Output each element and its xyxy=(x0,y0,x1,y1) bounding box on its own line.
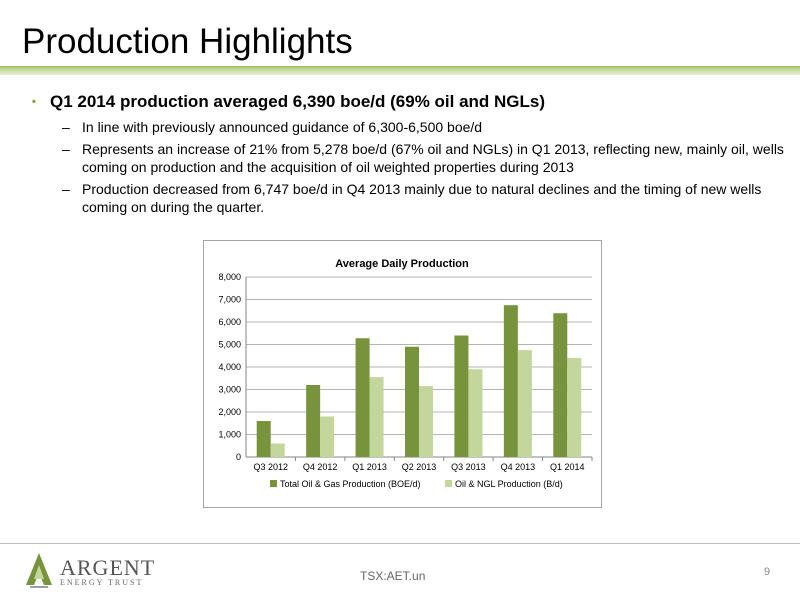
company-logo: ARGENT ENERGY TRUST xyxy=(24,551,154,591)
page-number: 9 xyxy=(764,566,771,578)
sub-bullet: – In line with previously announced guid… xyxy=(26,118,786,136)
y-tick-label: 2,000 xyxy=(218,407,241,417)
y-tick-label: 4,000 xyxy=(218,362,241,372)
x-tick-label: Q2 2013 xyxy=(402,462,437,472)
bar xyxy=(355,338,370,457)
dash-icon: – xyxy=(62,181,70,197)
y-tick-label: 1,000 xyxy=(218,430,241,440)
y-tick-label: 3,000 xyxy=(218,385,241,395)
sub-bullet-text: In line with previously announced guidan… xyxy=(82,119,483,135)
page-title: Production Highlights xyxy=(22,22,353,61)
x-tick-label: Q3 2012 xyxy=(253,462,288,472)
logo-subtitle: ENERGY TRUST xyxy=(60,578,144,587)
ticker-symbol: TSX:AET.un xyxy=(360,569,426,583)
bar xyxy=(320,416,335,457)
x-tick-label: Q3 2013 xyxy=(451,462,486,472)
main-bullet: • Q1 2014 production averaged 6,390 boe/… xyxy=(26,92,786,112)
bar xyxy=(517,350,532,457)
sub-bullet-text: Production decreased from 6,747 boe/d in… xyxy=(82,181,762,215)
legend-label: Oil & NGL Production (B/d) xyxy=(455,479,563,489)
legend-swatch xyxy=(270,480,277,487)
bullet-icon: • xyxy=(32,96,36,108)
bar xyxy=(369,377,384,457)
slide-content: • Q1 2014 production averaged 6,390 boe/… xyxy=(26,92,786,220)
bar xyxy=(503,305,518,457)
legend-label: Total Oil & Gas Production (BOE/d) xyxy=(280,479,421,489)
dash-icon: – xyxy=(62,141,70,157)
legend-swatch xyxy=(445,480,452,487)
x-tick-label: Q4 2012 xyxy=(303,462,338,472)
chart-container: Average Daily Production 0 1,000 2,000 3,00… xyxy=(203,240,602,508)
production-chart: Average Daily Production 0 1,000 2,000 3,00… xyxy=(218,258,593,489)
bar xyxy=(419,386,433,457)
sub-bullet: – Represents an increase of 21% from 5,2… xyxy=(26,140,786,176)
bar xyxy=(405,346,419,457)
main-bullet-text: Q1 2014 production averaged 6,390 boe/d … xyxy=(50,92,546,111)
footer-divider xyxy=(0,543,800,544)
sub-bullet-text: Represents an increase of 21% from 5,278… xyxy=(82,141,784,175)
logo-icon xyxy=(26,553,52,588)
y-tick-label: 6,000 xyxy=(218,317,241,327)
bar xyxy=(468,369,483,457)
bar xyxy=(256,421,271,457)
bar xyxy=(306,385,321,457)
bar xyxy=(270,443,285,457)
bar xyxy=(567,358,582,457)
bar xyxy=(553,313,568,457)
y-tick-label: 8,000 xyxy=(218,272,241,282)
x-tick-label: Q1 2014 xyxy=(550,462,585,472)
x-tick-label: Q4 2013 xyxy=(501,462,536,472)
title-divider xyxy=(0,66,800,75)
dash-icon: – xyxy=(62,119,70,135)
sub-bullet: – Production decreased from 6,747 boe/d … xyxy=(26,180,786,216)
chart-title: Average Daily Production xyxy=(335,258,469,270)
bar xyxy=(454,335,469,457)
logo-name: ARGENT xyxy=(60,555,156,580)
y-tick-label: 5,000 xyxy=(218,340,241,350)
y-tick-label: 7,000 xyxy=(218,295,241,305)
x-tick-label: Q1 2013 xyxy=(352,462,387,472)
y-tick-label: 0 xyxy=(236,452,241,462)
